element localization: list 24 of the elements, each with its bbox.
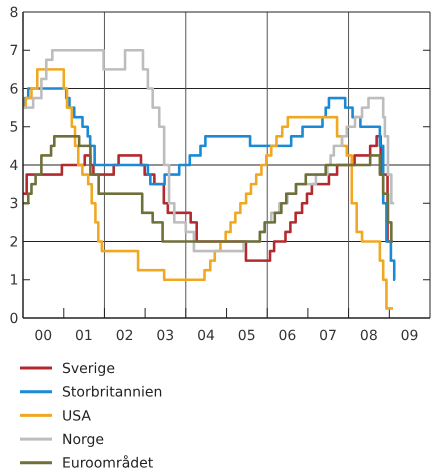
y-tick-label: 8 — [10, 4, 18, 21]
y-tick-label: 2 — [10, 234, 18, 250]
x-tick-label: 05 — [238, 328, 256, 344]
legend-label: Euroområdet — [62, 454, 154, 472]
legend-label: Sverige — [62, 360, 115, 377]
x-tick-label: 06 — [278, 328, 296, 344]
y-tick-label: 0 — [10, 310, 18, 327]
x-tick-label: 00 — [34, 328, 52, 344]
x-tick-label: 09 — [400, 328, 418, 344]
y-tick-label: 3 — [10, 196, 18, 212]
legend-label: Norge — [62, 432, 104, 448]
legend-label: USA — [62, 408, 92, 424]
x-tick-label: 03 — [156, 328, 174, 344]
legend-label: Storbritannien — [62, 384, 162, 401]
y-tick-label: 7 — [10, 43, 18, 60]
y-tick-label: 1 — [10, 272, 18, 289]
x-tick-label: 04 — [197, 328, 216, 344]
y-tick-label: 4 — [10, 158, 19, 174]
x-tick-label: 08 — [360, 328, 378, 344]
x-tick-label: 01 — [75, 328, 93, 344]
x-tick-label: 02 — [116, 328, 134, 344]
x-tick-label: 07 — [319, 328, 337, 344]
y-tick-label: 5 — [10, 120, 18, 136]
y-tick-label: 6 — [10, 81, 19, 98]
